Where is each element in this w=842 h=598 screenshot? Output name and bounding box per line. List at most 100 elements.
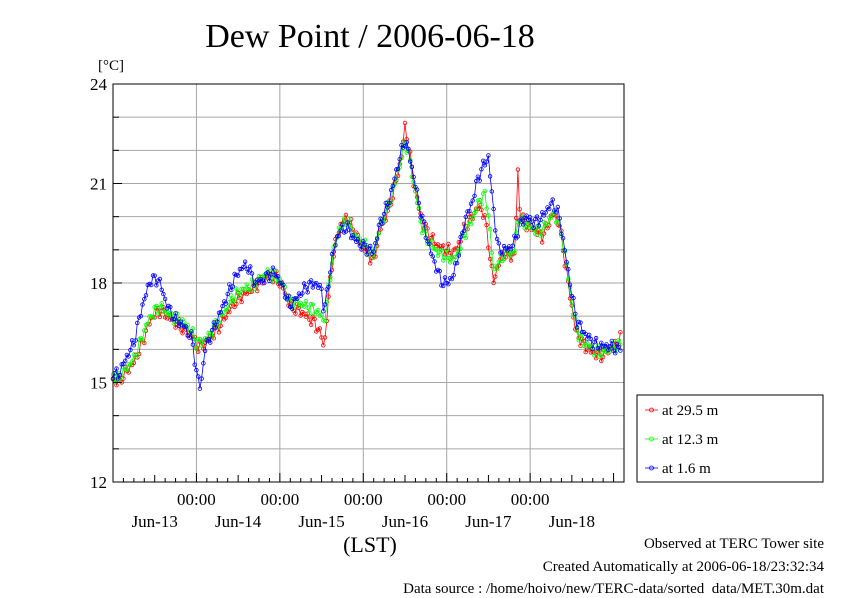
data-point bbox=[378, 216, 383, 221]
data-point bbox=[305, 305, 310, 310]
data-point bbox=[155, 311, 161, 316]
data-point bbox=[508, 246, 514, 252]
data-point bbox=[173, 311, 178, 316]
series-line bbox=[112, 140, 621, 389]
day-label: Jun-15 bbox=[298, 512, 344, 531]
footer-created: Created Automatically at 2006-06-18/23:3… bbox=[542, 559, 824, 575]
data-point bbox=[371, 249, 376, 254]
data-point bbox=[312, 316, 317, 322]
data-point bbox=[397, 157, 402, 162]
data-point bbox=[262, 280, 267, 286]
y-tick-label: 24 bbox=[90, 75, 108, 94]
data-point bbox=[491, 206, 496, 212]
data-point bbox=[300, 291, 305, 296]
data-point bbox=[616, 338, 621, 343]
data-point bbox=[414, 187, 420, 192]
data-point bbox=[553, 209, 559, 215]
data-point bbox=[248, 264, 253, 269]
data-point bbox=[451, 273, 456, 278]
data-point bbox=[215, 319, 220, 324]
data-point bbox=[484, 222, 489, 228]
data-point bbox=[479, 167, 484, 172]
data-point bbox=[305, 311, 310, 316]
data-point bbox=[607, 344, 613, 349]
data-point bbox=[468, 201, 474, 206]
data-point bbox=[289, 306, 295, 311]
data-point bbox=[387, 200, 392, 206]
data-point bbox=[321, 343, 326, 348]
data-point bbox=[540, 240, 545, 245]
data-point bbox=[168, 311, 173, 316]
data-point bbox=[302, 281, 307, 286]
footer-source: Data source : /home/hoivo/new/TERC-data/… bbox=[403, 581, 824, 597]
data-point bbox=[347, 216, 352, 222]
data-point bbox=[434, 247, 439, 252]
data-point bbox=[298, 313, 303, 318]
y-tick-label: 15 bbox=[90, 374, 107, 393]
data-point bbox=[507, 254, 512, 259]
y-tick-label: 18 bbox=[90, 274, 107, 293]
data-point bbox=[122, 358, 128, 363]
data-point bbox=[256, 280, 262, 285]
data-point bbox=[235, 290, 241, 295]
data-point bbox=[578, 320, 583, 325]
data-point bbox=[585, 341, 590, 346]
data-point bbox=[230, 284, 236, 289]
data-point bbox=[335, 233, 340, 239]
data-point bbox=[531, 225, 536, 230]
legend-swatch-marker bbox=[649, 436, 654, 442]
data-point bbox=[406, 146, 411, 151]
data-point bbox=[178, 319, 183, 324]
data-point bbox=[126, 354, 131, 359]
data-point bbox=[566, 267, 571, 272]
data-point bbox=[486, 245, 491, 250]
data-point bbox=[562, 248, 567, 253]
data-point bbox=[244, 282, 249, 287]
data-point bbox=[303, 285, 309, 290]
data-point bbox=[597, 346, 602, 351]
data-point bbox=[218, 310, 223, 315]
data-point bbox=[409, 164, 415, 170]
data-point bbox=[265, 270, 270, 275]
data-point bbox=[197, 386, 203, 391]
data-point bbox=[411, 174, 416, 180]
day-label: Jun-13 bbox=[132, 512, 178, 531]
data-point bbox=[421, 225, 427, 230]
data-point bbox=[362, 242, 368, 247]
data-point bbox=[333, 243, 338, 248]
data-point bbox=[604, 342, 609, 347]
data-point bbox=[343, 212, 349, 218]
data-point bbox=[571, 295, 576, 301]
data-point bbox=[321, 309, 326, 314]
legend-entry: at 12.3 m bbox=[662, 432, 719, 448]
data-point bbox=[286, 293, 291, 298]
data-point bbox=[524, 213, 529, 218]
data-point bbox=[277, 280, 282, 286]
data-point bbox=[599, 353, 604, 358]
data-point bbox=[420, 230, 425, 236]
data-point bbox=[133, 338, 138, 343]
data-point bbox=[454, 260, 460, 266]
day-label: Jun-18 bbox=[549, 512, 595, 531]
data-point bbox=[310, 302, 315, 307]
data-point bbox=[154, 283, 159, 288]
data-point bbox=[373, 246, 378, 251]
legend-box bbox=[636, 394, 824, 483]
data-point bbox=[329, 261, 335, 266]
data-point bbox=[220, 303, 225, 309]
data-point bbox=[150, 273, 156, 278]
data-point bbox=[540, 228, 545, 234]
time-tick-label: 00:00 bbox=[344, 490, 383, 509]
data-point bbox=[350, 233, 355, 238]
time-tick-label: 00:00 bbox=[177, 490, 216, 509]
data-point bbox=[519, 213, 524, 218]
x-axis-ticks: 00:00 00:00 00:00 00:00 00:00 Jun-13 Jun-14 Jun… bbox=[122, 473, 615, 531]
data-point bbox=[416, 200, 422, 206]
data-point bbox=[458, 246, 463, 251]
data-point bbox=[322, 302, 328, 307]
data-point bbox=[439, 247, 444, 253]
data-point bbox=[228, 293, 234, 298]
data-point bbox=[275, 274, 281, 279]
data-point bbox=[234, 301, 239, 307]
data-point bbox=[533, 231, 538, 236]
